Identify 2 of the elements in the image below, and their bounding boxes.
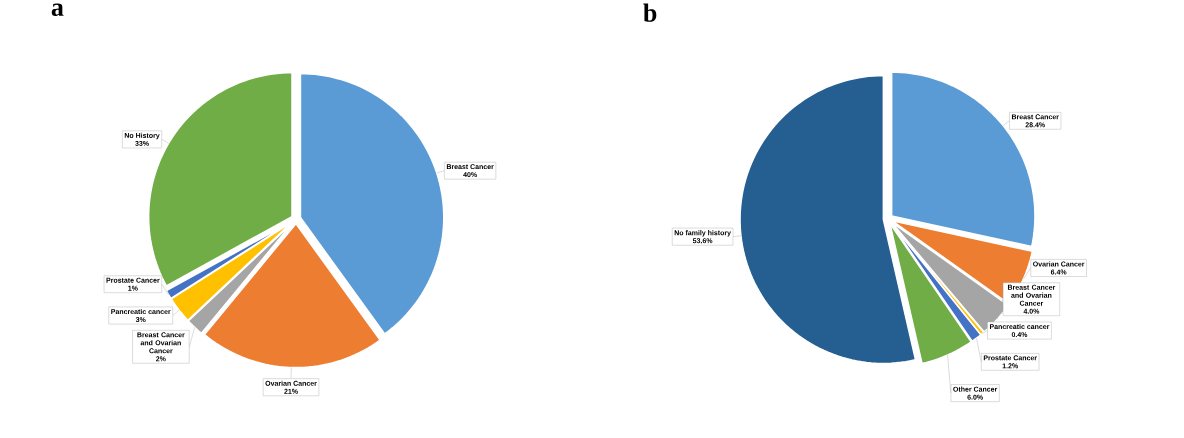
chart-title: b <box>643 3 657 22</box>
chart-title: a <box>51 3 64 16</box>
